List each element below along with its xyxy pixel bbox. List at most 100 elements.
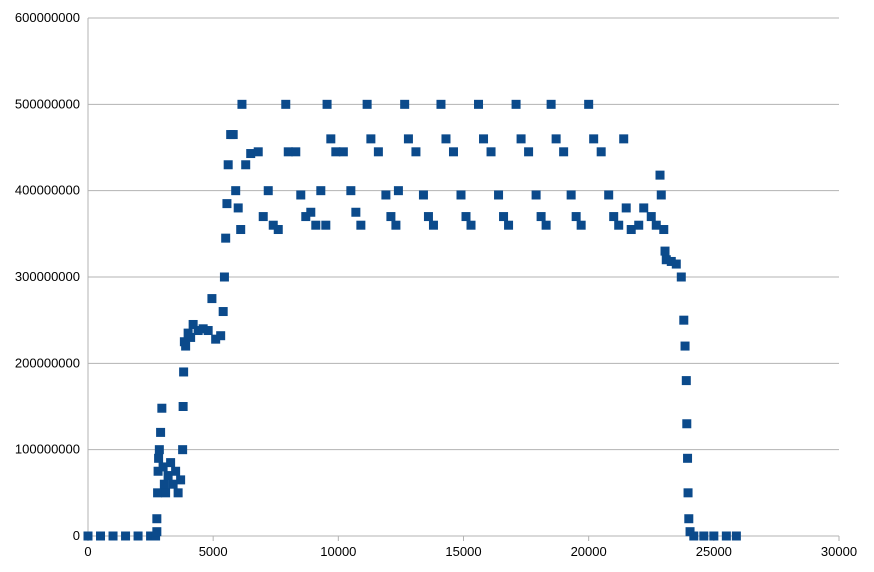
x-tick-label: 15000	[445, 544, 481, 559]
data-point	[461, 212, 471, 222]
data-point	[281, 99, 291, 109]
y-tick-label: 500000000	[15, 96, 80, 111]
data-point	[391, 220, 401, 230]
data-point	[436, 99, 446, 109]
data-point	[441, 134, 451, 144]
data-point	[546, 99, 556, 109]
data-point	[680, 341, 690, 351]
data-point	[154, 445, 164, 455]
data-point	[159, 479, 169, 489]
x-tick-label: 20000	[571, 544, 607, 559]
data-point	[411, 147, 421, 157]
data-point	[684, 514, 694, 524]
data-point	[223, 160, 233, 170]
data-point	[511, 99, 521, 109]
data-point	[83, 531, 93, 541]
data-point	[536, 212, 546, 222]
data-point	[393, 186, 403, 196]
data-point	[121, 531, 131, 541]
data-point	[541, 220, 551, 230]
data-point	[609, 212, 619, 222]
data-point	[566, 190, 576, 200]
data-point	[301, 212, 311, 222]
data-point	[448, 147, 458, 157]
data-point	[193, 326, 203, 336]
data-point	[173, 488, 183, 498]
data-point	[659, 225, 669, 235]
data-point	[96, 531, 106, 541]
data-point	[621, 203, 631, 213]
data-point	[614, 220, 624, 230]
data-point	[316, 186, 326, 196]
data-point	[146, 531, 156, 541]
data-point	[211, 334, 221, 344]
data-point	[219, 272, 229, 282]
data-point	[456, 190, 466, 200]
data-point	[326, 134, 336, 144]
data-point	[241, 160, 251, 170]
data-point	[154, 453, 164, 463]
data-point	[584, 99, 594, 109]
data-point	[559, 147, 569, 157]
data-point	[531, 190, 541, 200]
data-point	[671, 259, 681, 269]
data-point	[479, 134, 489, 144]
grid-lines	[88, 17, 839, 537]
data-point	[403, 134, 413, 144]
data-point	[188, 319, 198, 329]
data-point	[386, 212, 396, 222]
data-point	[689, 531, 699, 541]
data-point	[604, 190, 614, 200]
data-point	[571, 212, 581, 222]
data-point	[133, 531, 143, 541]
data-points	[83, 99, 741, 541]
data-point	[237, 99, 247, 109]
data-point	[163, 471, 173, 481]
data-point	[400, 99, 410, 109]
data-point	[296, 190, 306, 200]
data-point	[218, 307, 228, 317]
data-point	[428, 220, 438, 230]
data-point	[322, 99, 332, 109]
data-point	[639, 203, 649, 213]
data-point	[178, 402, 188, 411]
data-point	[551, 134, 561, 144]
data-point	[381, 190, 391, 200]
data-point	[153, 488, 163, 498]
axes	[87, 18, 840, 541]
x-tick-label: 5000	[199, 544, 228, 559]
data-point	[258, 212, 268, 222]
data-point	[233, 203, 243, 213]
data-point	[156, 427, 166, 437]
data-point	[346, 186, 356, 196]
data-point	[373, 147, 383, 157]
data-point	[494, 190, 504, 200]
x-tick-label: 0	[84, 544, 91, 559]
data-point	[676, 272, 686, 282]
data-point	[181, 341, 191, 351]
data-point	[683, 453, 693, 463]
data-point	[246, 149, 256, 159]
data-point	[268, 220, 278, 230]
data-point	[158, 462, 168, 472]
data-point	[619, 134, 629, 144]
data-point	[682, 419, 692, 429]
data-point	[576, 220, 586, 230]
data-point	[168, 479, 178, 489]
x-tick-label: 25000	[696, 544, 732, 559]
data-point	[655, 170, 665, 180]
data-point	[516, 134, 526, 144]
data-point	[161, 488, 171, 498]
data-point	[423, 212, 433, 222]
data-point	[466, 220, 476, 230]
data-point	[207, 294, 217, 304]
data-point	[331, 147, 341, 157]
data-point	[311, 220, 321, 230]
data-point	[709, 531, 719, 541]
data-point	[178, 445, 188, 455]
data-point	[524, 147, 534, 157]
data-point	[656, 190, 666, 200]
y-tick-label: 300000000	[15, 269, 80, 284]
data-point	[321, 220, 331, 230]
